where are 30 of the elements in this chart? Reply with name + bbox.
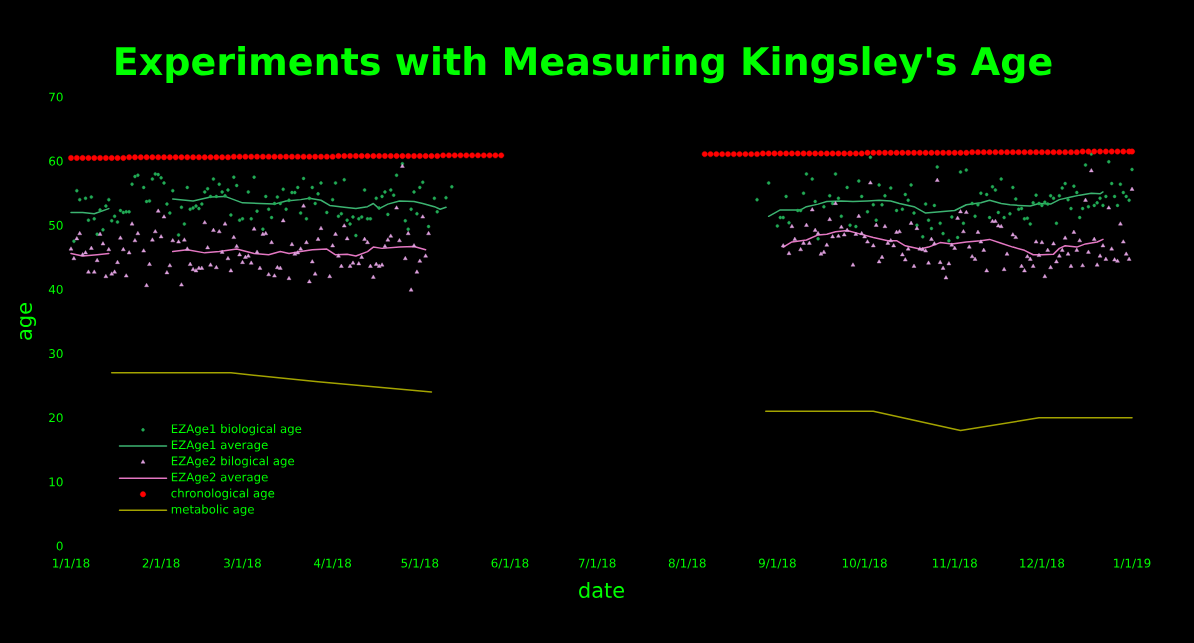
x-tick-label: 9/1/18 [758, 558, 796, 569]
legend-label: chronological age [171, 488, 275, 500]
x-tick-label: 12/1/18 [1020, 558, 1065, 569]
x-tick-label: 7/1/18 [578, 558, 616, 569]
legend-label: EZAge2 bilogical age [171, 456, 295, 468]
chart-title: Experiments with Measuring Kingsley's Age [116, 46, 1052, 84]
y-axis-title: age [20, 303, 37, 340]
y-tick-label: 20 [49, 413, 63, 423]
y-tick-label: 0 [56, 541, 63, 551]
y-tick-label: 60 [49, 156, 63, 166]
x-tick-label: 1/1/19 [1114, 558, 1151, 569]
y-tick-label: 10 [49, 477, 63, 487]
x-tick-label: 10/1/18 [842, 558, 887, 569]
legend-label: EZAge2 average [171, 472, 268, 484]
legend-label: EZAge1 biological age [171, 424, 302, 436]
y-tick-label: 30 [49, 349, 63, 359]
x-axis-title: date [579, 581, 624, 599]
y-tick-label: 70 [49, 92, 63, 102]
x-tick-label: 4/1/18 [313, 558, 352, 569]
x-tick-label: 5/1/18 [401, 558, 439, 569]
y-tick-label: 50 [49, 220, 63, 230]
x-tick-label: 8/1/18 [668, 558, 706, 569]
legend-label: EZAge1 average [171, 440, 268, 452]
legend-label: metabolic age [171, 504, 254, 516]
x-tick-label: 2/1/18 [142, 558, 180, 569]
x-tick-label: 1/1/18 [53, 558, 90, 569]
y-tick-label: 40 [48, 284, 63, 294]
x-tick-label: 6/1/18 [491, 558, 529, 569]
x-tick-label: 11/1/18 [932, 558, 977, 569]
x-tick-label: 3/1/18 [224, 558, 261, 569]
